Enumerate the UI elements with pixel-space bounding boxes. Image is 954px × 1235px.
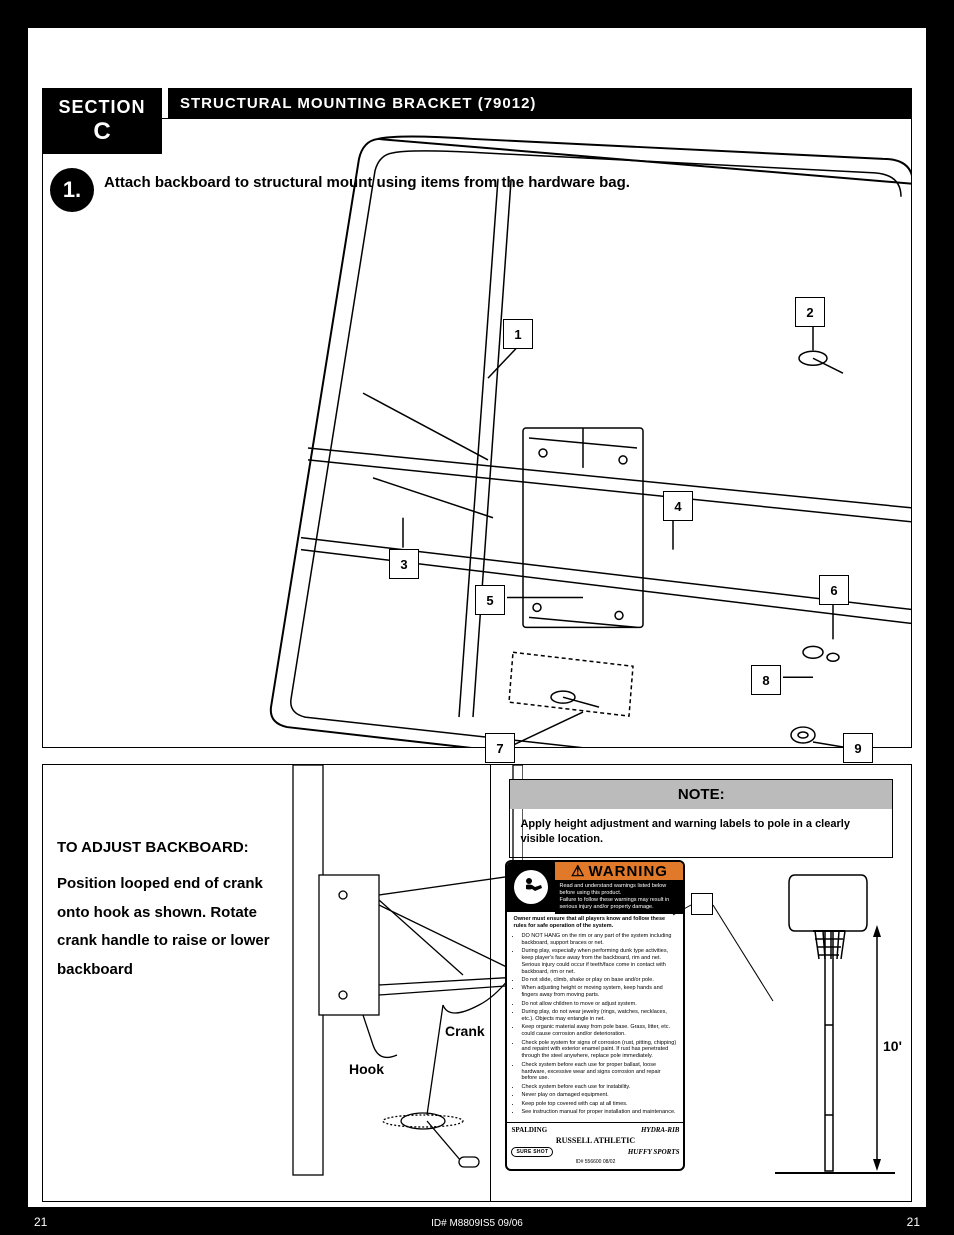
label-leader-box: [691, 893, 713, 915]
page-root: SECTION C STRUCTURAL MOUNTING BRACKET (7…: [0, 0, 954, 1235]
warning-bullet: Keep pole top covered with cap at all ti…: [521, 1101, 677, 1108]
warning-bullet: Check pole system for signs of corrosion…: [521, 1040, 677, 1061]
crank-diagram: [263, 765, 523, 1201]
hoop-height-diagram: 10': [765, 865, 905, 1185]
section-title: STRUCTURAL MOUNTING BRACKET (79012): [168, 88, 912, 118]
warning-sub-line: Failure to follow these warnings may res…: [559, 897, 679, 911]
warning-body: Owner must ensure that all players know …: [507, 912, 683, 1119]
warning-banner: ⚠ WARNING: [555, 862, 683, 880]
warning-bullet: Do not slide, climb, shake or play on ba…: [521, 977, 677, 984]
hoop-height-text: 10': [883, 1038, 902, 1054]
warning-banner-wrap: ⚠ WARNING Read and understand warnings l…: [555, 862, 683, 912]
label-panel: NOTE: Apply height adjustment and warnin…: [491, 765, 911, 1201]
brand-logo: HYDRA-RIB: [641, 1126, 680, 1134]
note-body: Apply height adjustment and warning labe…: [510, 809, 892, 857]
warning-subtext: Read and understand warnings listed belo…: [555, 880, 683, 914]
callout-box: 8: [751, 665, 781, 695]
warning-sub-line: Read and understand warnings listed belo…: [559, 883, 679, 897]
warning-bullet: During play, do not wear jewelry (rings,…: [521, 1009, 677, 1023]
brand-logo: HUFFY SPORTS: [628, 1148, 680, 1156]
warning-bullet: Check system before each use for proper …: [521, 1062, 677, 1083]
warning-bullet: Never play on damaged equipment.: [521, 1092, 677, 1099]
backboard-diagram: [43, 119, 911, 747]
warning-icon-area: [507, 862, 555, 912]
warning-bullet: Keep organic material away from pole bas…: [521, 1024, 677, 1038]
callout-box: 6: [819, 575, 849, 605]
callout-box: 5: [475, 585, 505, 615]
warning-bullet: DO NOT HANG on the rim or any part of th…: [521, 933, 677, 947]
brand-logo: SPALDING: [511, 1126, 547, 1134]
hook-label: Hook: [349, 1061, 384, 1077]
page-content: SECTION C STRUCTURAL MOUNTING BRACKET (7…: [28, 28, 926, 1207]
note-box: NOTE: Apply height adjustment and warnin…: [509, 779, 893, 858]
warning-bullet: See instruction manual for proper instal…: [521, 1109, 677, 1116]
brand-row: SPALDING HYDRA-RIB RUSSELL ATHLETIC SURE…: [507, 1122, 683, 1157]
adjust-panel: TO ADJUST BACKBOARD: Position looped end…: [43, 765, 491, 1201]
callout-box: 2: [795, 297, 825, 327]
callout-box: 9: [843, 733, 873, 763]
step-instruction: Attach backboard to structural mount usi…: [104, 174, 630, 191]
brand-logo: SURE SHOT: [511, 1147, 553, 1157]
warning-label-sticker: ⚠ WARNING Read and understand warnings l…: [505, 860, 685, 1171]
warning-bullet: When adjusting height or moving system, …: [521, 985, 677, 999]
callout-box: 1: [503, 319, 533, 349]
warning-banner-text: WARNING: [588, 863, 668, 880]
callout-box: 4: [663, 491, 693, 521]
adjust-body: Position looped end of crank onto hook a…: [57, 870, 287, 984]
callout-box: 7: [485, 733, 515, 763]
warning-label-id: ID# 556600 08/02: [507, 1159, 683, 1165]
read-manual-icon: [514, 870, 548, 904]
warning-bullet: Check system before each use for instabi…: [521, 1084, 677, 1091]
warning-triangle-icon: ⚠: [571, 862, 585, 880]
warning-bullet-list: DO NOT HANG on the rim or any part of th…: [513, 933, 677, 1116]
page-number: 21: [34, 1215, 47, 1229]
document-id: ID# M8809IS5 09/06: [431, 1218, 523, 1229]
step-number-circle: 1.: [50, 168, 94, 212]
note-title: NOTE:: [510, 780, 892, 809]
warning-header: ⚠ WARNING Read and understand warnings l…: [507, 862, 683, 912]
main-diagram-frame: 1 2 3 4 5 6 7 8 9: [42, 118, 912, 748]
warning-bullet: Do not allow children to move or adjust …: [521, 1001, 677, 1008]
brand-logo: RUSSELL ATHLETIC: [511, 1136, 679, 1145]
crank-label: Crank: [445, 1023, 485, 1039]
lower-section: TO ADJUST BACKBOARD: Position looped end…: [42, 764, 912, 1202]
callout-box: 3: [389, 549, 419, 579]
warning-lead: Owner must ensure that all players know …: [513, 916, 677, 930]
warning-bullet: During play, especially when performing …: [521, 948, 677, 976]
page-number: 21: [907, 1215, 920, 1229]
section-label: SECTION: [58, 97, 145, 118]
